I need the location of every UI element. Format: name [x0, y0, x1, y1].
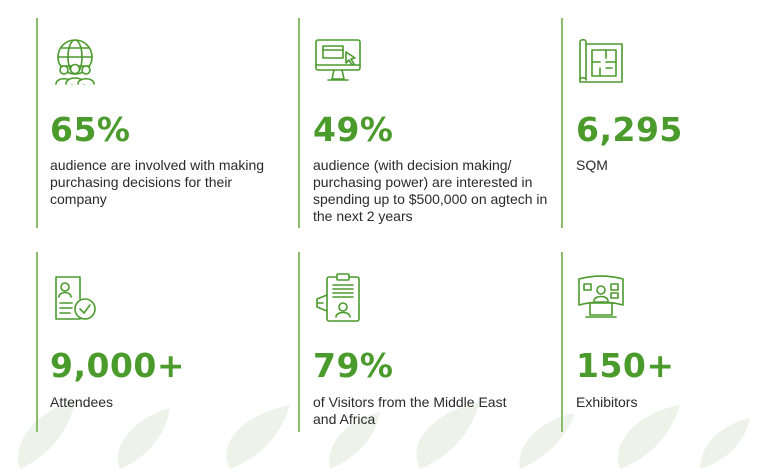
attendee-badge-check-icon — [50, 273, 100, 323]
divider — [561, 18, 563, 228]
stat-description: Attendees — [50, 394, 114, 410]
globe-audience-icon — [50, 36, 100, 86]
stat-value: 65% — [50, 110, 131, 149]
stat-description: of Visitors from the Middle East and Afr… — [313, 394, 507, 427]
exhibitor-booth-icon — [576, 273, 626, 323]
stat-value: 79% — [313, 346, 394, 385]
monitor-cursor-icon — [313, 36, 363, 86]
stat-value: 49% — [313, 110, 394, 149]
stat-description: audience (with decision making/ purchasi… — [313, 157, 548, 224]
stat-value: 9,000+ — [50, 346, 186, 385]
divider — [298, 18, 300, 228]
divider — [36, 252, 38, 432]
stat-description: Exhibitors — [576, 394, 638, 410]
floor-plan-icon — [576, 36, 626, 86]
divider — [561, 252, 563, 432]
visitor-id-card-icon — [313, 273, 363, 323]
stat-description: audience are involved with making purcha… — [50, 157, 265, 207]
stat-value: 150+ — [576, 346, 675, 385]
stat-value: 6,295 — [576, 110, 683, 149]
stat-description: SQM — [576, 157, 608, 173]
divider — [36, 18, 38, 228]
divider — [298, 252, 300, 432]
